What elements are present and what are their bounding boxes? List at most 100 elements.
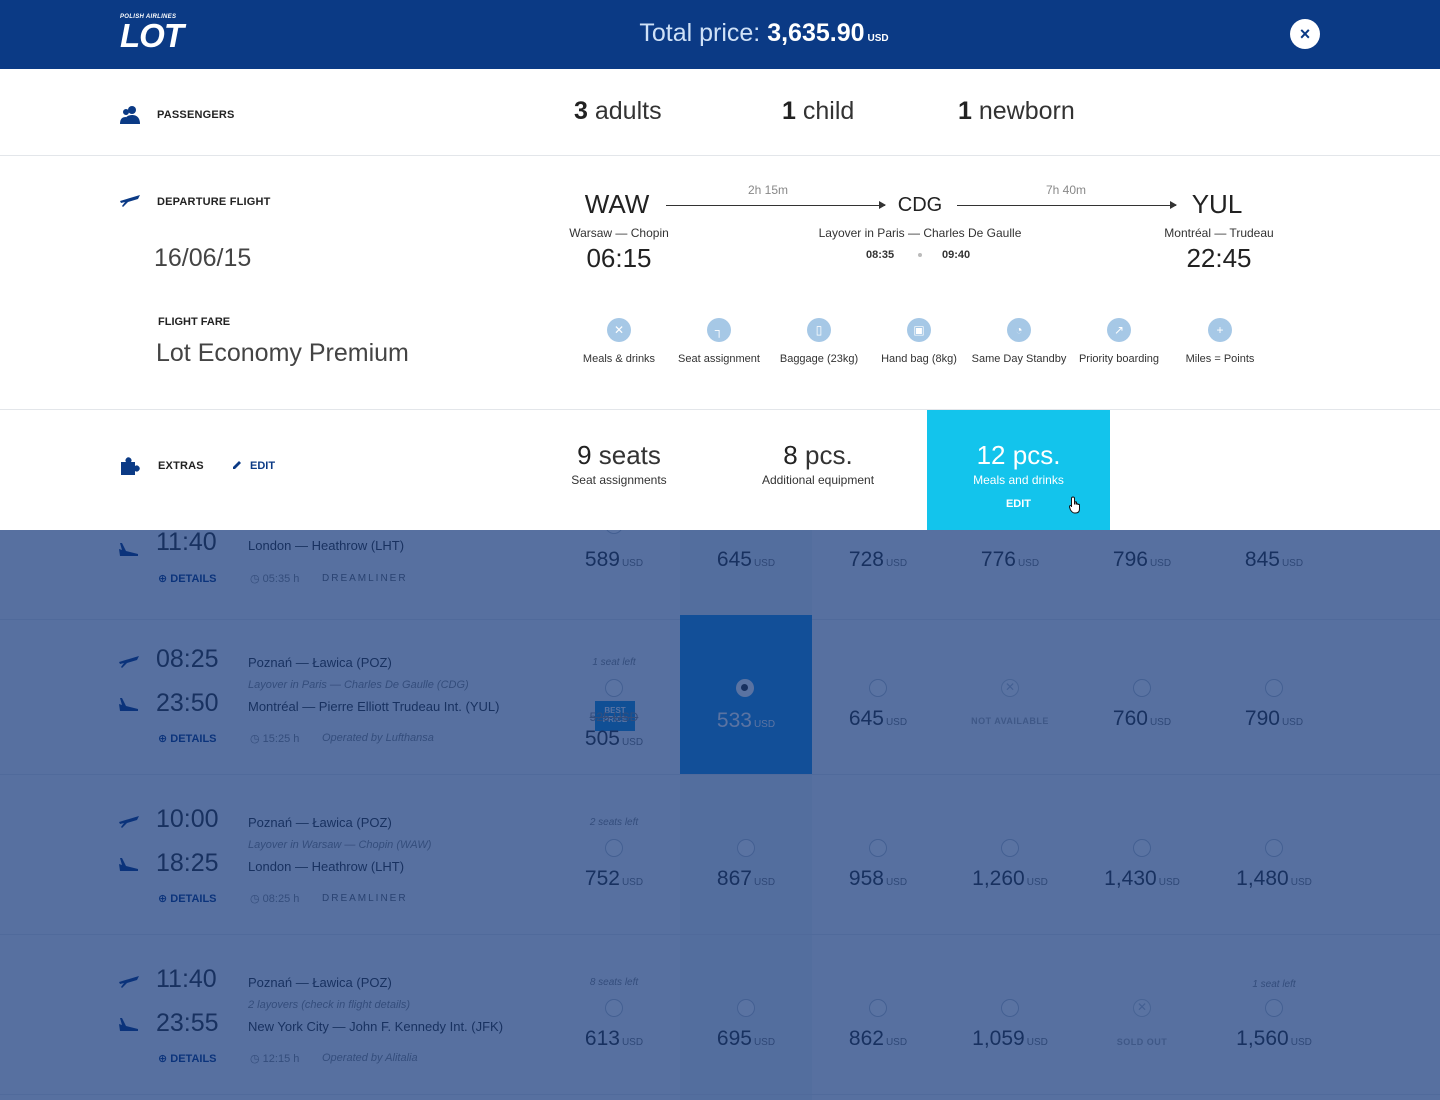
arrival-airport: London — Heathrow (LHT) bbox=[248, 859, 405, 874]
fare-price[interactable]: 695 USD bbox=[716, 1027, 776, 1050]
close-icon[interactable]: × bbox=[1290, 19, 1320, 49]
extra-equipment[interactable]: 8 pcs. Additional equipment bbox=[728, 440, 908, 487]
fare-radio[interactable] bbox=[737, 839, 755, 857]
fare-radio[interactable] bbox=[1265, 999, 1283, 1017]
arrival-airport: London — Heathrow (LHT) bbox=[248, 538, 405, 553]
fare-price[interactable]: 645 USD bbox=[848, 707, 908, 730]
extra-seats[interactable]: 9 seats Seat assignments bbox=[529, 440, 709, 487]
fare-price[interactable]: 752 USD bbox=[584, 867, 644, 890]
fare-radio-selected[interactable] bbox=[736, 679, 754, 697]
fare-radio[interactable] bbox=[1265, 839, 1283, 857]
pencil-icon[interactable] bbox=[232, 460, 242, 470]
extra-meals-unit: pcs. bbox=[1012, 440, 1061, 470]
fare-radio[interactable] bbox=[869, 839, 887, 857]
seats-left: 8 seats left bbox=[589, 977, 639, 988]
miles-icon: + bbox=[1208, 318, 1232, 342]
layover-dot bbox=[918, 253, 922, 257]
fare-not-available: NOT AVAILABLE bbox=[971, 716, 1049, 726]
fare-price[interactable]: 1,430 USD bbox=[1104, 867, 1180, 890]
departure-plane-icon bbox=[119, 656, 139, 668]
flight-duration: ◷ 12:15 h bbox=[250, 1053, 300, 1065]
seats-left: 2 seats left bbox=[589, 817, 639, 828]
service-handbag[interactable]: ▣ Hand bag (8kg) bbox=[864, 318, 974, 365]
dreamliner-logo: DREAMLINER bbox=[322, 573, 408, 584]
service-priority[interactable]: ↗ Priority boarding bbox=[1064, 318, 1174, 365]
fare-price[interactable]: 796 USD bbox=[1112, 548, 1172, 571]
fare-radio[interactable] bbox=[869, 999, 887, 1017]
extra-meals-card[interactable]: 12 pcs. Meals and drinks EDIT bbox=[927, 410, 1110, 530]
table-row[interactable]: 10:00 Poznań — Ławica (POZ) Layover in W… bbox=[0, 775, 1440, 935]
service-handbag-label: Hand bag (8kg) bbox=[881, 353, 957, 365]
fare-radio[interactable] bbox=[605, 999, 623, 1017]
details-link[interactable]: ⊕ DETAILS bbox=[158, 893, 217, 905]
fare-radio[interactable] bbox=[1133, 679, 1151, 697]
layover-info: Layover in Warsaw — Chopin (WAW) bbox=[248, 839, 432, 851]
fare-price[interactable]: 845 USD bbox=[1244, 548, 1304, 571]
flight-duration: ◷ 15:25 h bbox=[250, 733, 300, 745]
service-seat[interactable]: ┐ Seat assignment bbox=[664, 318, 774, 365]
fare-price[interactable]: 862 USD bbox=[848, 1027, 908, 1050]
fare-price[interactable]: 645 USD bbox=[716, 548, 776, 571]
extra-meals-desc: Meals and drinks bbox=[973, 473, 1064, 487]
fare-price[interactable]: 613 USD bbox=[584, 1027, 644, 1050]
fare-price[interactable]: 867 USD bbox=[716, 867, 776, 890]
flight-fare-name: Lot Economy Premium bbox=[156, 339, 409, 367]
fare-price[interactable]: 776 USD bbox=[980, 548, 1040, 571]
fare-price[interactable]: 1,560 USD bbox=[1236, 1027, 1312, 1050]
lot-logo[interactable]: POLISH AIRLINES LOT bbox=[120, 14, 202, 54]
service-miles-label: Miles = Points bbox=[1185, 353, 1255, 365]
details-link[interactable]: ⊕ DETAILS bbox=[158, 1053, 217, 1065]
departure-airport: Poznań — Ławica (POZ) bbox=[248, 815, 392, 830]
fare-price-selected[interactable]: 533 USD bbox=[716, 709, 776, 732]
fare-radio[interactable] bbox=[1001, 999, 1019, 1017]
baggage-icon: ▯ bbox=[807, 318, 831, 342]
extra-meals-edit[interactable]: EDIT bbox=[1005, 498, 1032, 510]
fare-radio[interactable] bbox=[1265, 679, 1283, 697]
fare-price[interactable]: 1,480 USD bbox=[1236, 867, 1312, 890]
service-baggage[interactable]: ▯ Baggage (23kg) bbox=[764, 318, 874, 365]
arrival-time: 11:40 bbox=[156, 530, 217, 556]
service-miles[interactable]: + Miles = Points bbox=[1165, 318, 1275, 365]
fare-price[interactable]: 505 USD bbox=[584, 727, 644, 750]
fare-radio[interactable] bbox=[737, 999, 755, 1017]
fare-price[interactable]: 728 USD bbox=[848, 548, 908, 571]
arrival-time: 23:50 bbox=[156, 689, 219, 717]
total-price: Total price: 3,635.90 USD bbox=[0, 19, 1440, 48]
arrival-plane-icon bbox=[119, 1018, 138, 1031]
fare-radio[interactable] bbox=[1133, 839, 1151, 857]
table-row[interactable]: 11:40 London — Heathrow (LHT) ⊕ DETAILS … bbox=[0, 530, 1440, 620]
arrival-plane-icon bbox=[119, 858, 138, 871]
fare-price[interactable]: 1,059 USD bbox=[972, 1027, 1048, 1050]
top-bar: POLISH AIRLINES LOT Total price: 3,635.9… bbox=[0, 0, 1440, 69]
fare-radio[interactable] bbox=[869, 679, 887, 697]
leg1-duration: 2h 15m bbox=[747, 183, 789, 197]
service-standby[interactable]: ◔ Same Day Standby bbox=[964, 318, 1074, 365]
extras-edit-link[interactable]: EDIT bbox=[250, 460, 276, 472]
service-baggage-label: Baggage (23kg) bbox=[779, 353, 859, 365]
total-price-currency: USD bbox=[867, 33, 889, 44]
fare-radio[interactable] bbox=[605, 679, 623, 697]
selected-fare-cell[interactable]: 533 USD bbox=[680, 615, 812, 774]
fare-radio[interactable] bbox=[605, 530, 623, 534]
table-row[interactable]: 11:40 Poznań — Ławica (POZ) 2 layovers (… bbox=[0, 935, 1440, 1095]
fare-radio[interactable] bbox=[605, 839, 623, 857]
fare-price[interactable]: 958 USD bbox=[848, 867, 908, 890]
service-meals[interactable]: ✕ Meals & drinks bbox=[564, 318, 674, 365]
origin-time: 06:15 bbox=[586, 243, 652, 273]
arrival-airport: New York City — John F. Kennedy Int. (JF… bbox=[248, 1019, 504, 1034]
service-standby-label: Same Day Standby bbox=[971, 353, 1067, 365]
clock-icon: ◔ bbox=[1007, 318, 1031, 342]
cutlery-icon: ✕ bbox=[607, 318, 631, 342]
fare-price[interactable]: 790 USD bbox=[1244, 707, 1304, 730]
departure-time: 10:00 bbox=[156, 805, 219, 833]
details-link[interactable]: ⊕ DETAILS bbox=[158, 573, 217, 585]
leg1-arrow bbox=[666, 201, 886, 209]
fare-radio[interactable] bbox=[1001, 839, 1019, 857]
arrival-time: 18:25 bbox=[156, 849, 219, 877]
details-link[interactable]: ⊕ DETAILS bbox=[158, 733, 217, 745]
fare-price[interactable]: 589 USD bbox=[584, 548, 644, 571]
fare-price[interactable]: 760 USD bbox=[1112, 707, 1172, 730]
destination-airport: Montréal — Trudeau bbox=[1164, 226, 1274, 240]
fare-price[interactable]: 1,260 USD bbox=[972, 867, 1048, 890]
arrival-plane-icon bbox=[119, 698, 138, 711]
